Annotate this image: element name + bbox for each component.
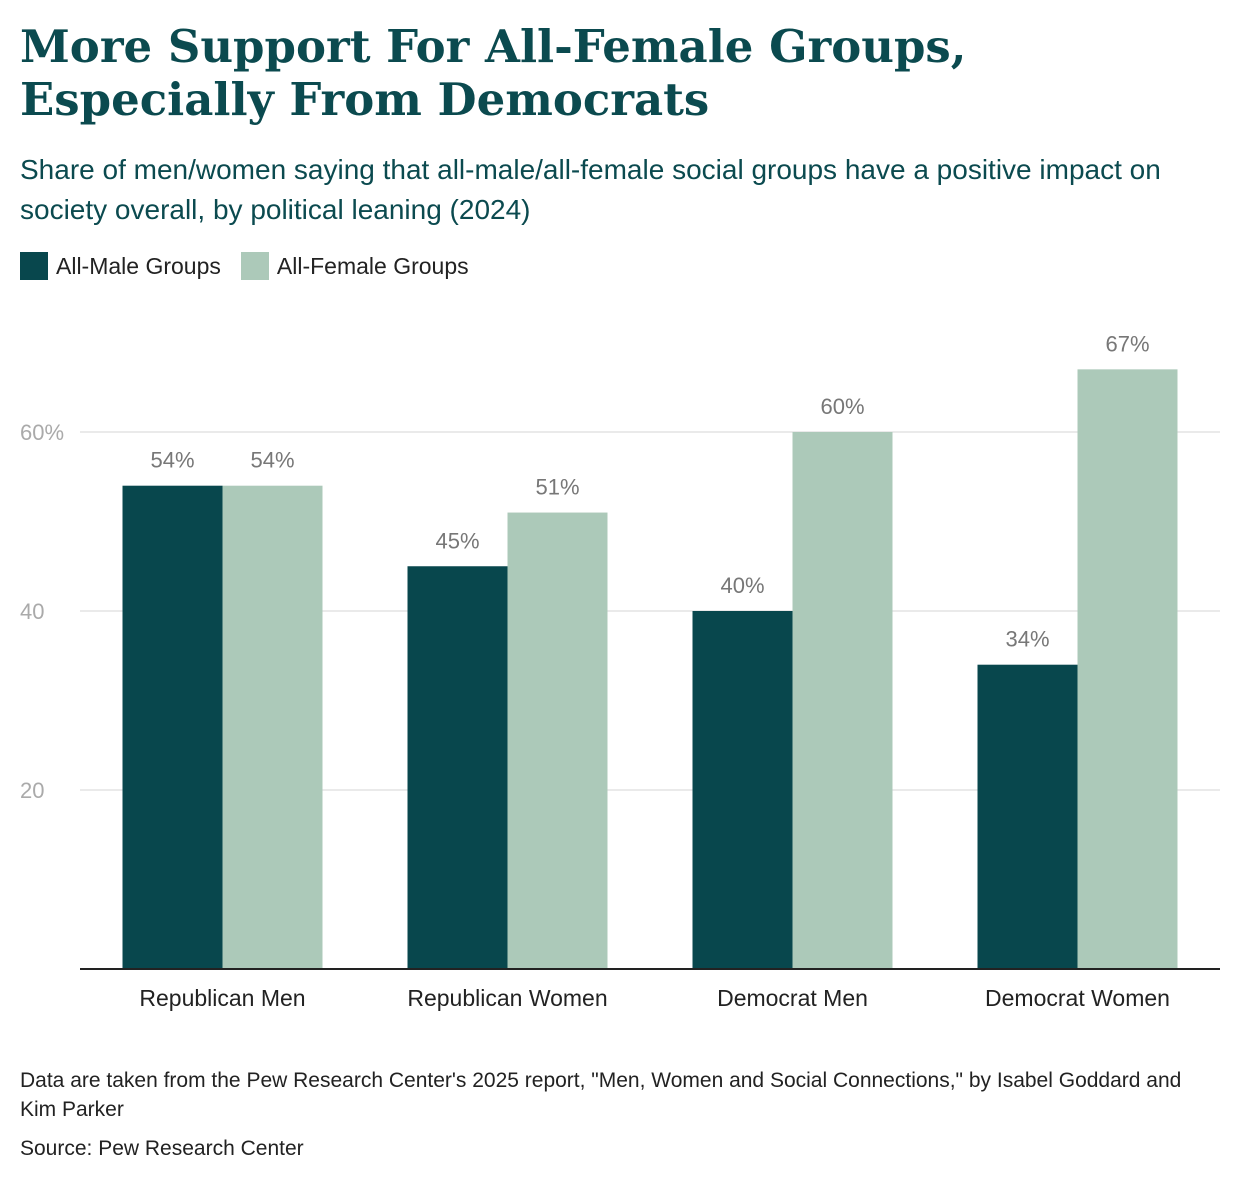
legend: All-Male Groups All-Female Groups — [20, 252, 489, 280]
x-category-label: Democrat Men — [717, 985, 868, 1011]
chart-title: More Support For All-Female Groups, Espe… — [20, 20, 967, 126]
x-category-label: Republican Men — [139, 985, 305, 1011]
legend-item-male: All-Male Groups — [20, 252, 221, 280]
data-label: 60% — [820, 394, 864, 419]
chart-subtitle: Share of men/women saying that all-male/… — [20, 154, 1161, 225]
bar — [407, 566, 508, 969]
legend-swatch-male — [20, 252, 48, 280]
bar — [1077, 369, 1178, 970]
legend-item-female: All-Female Groups — [240, 252, 469, 280]
bar-chart: 20 40 60% 54% 54% Republican Men 45% 51% Republi… — [20, 331, 1220, 1011]
legend-swatch-female — [240, 252, 269, 280]
bar — [692, 611, 793, 969]
data-label: 67% — [1105, 331, 1149, 356]
data-label: 45% — [435, 528, 479, 553]
bar — [122, 485, 223, 969]
bar — [977, 664, 1078, 969]
y-tick-label: 20 — [20, 778, 44, 803]
data-label: 51% — [535, 475, 579, 500]
data-note: Data are taken from the Pew Research Cen… — [20, 1069, 1182, 1121]
data-label: 34% — [1005, 627, 1049, 652]
data-label: 54% — [250, 448, 294, 473]
bar — [222, 485, 323, 969]
y-tick-label: 60% — [20, 420, 64, 445]
x-category-label: Democrat Women — [985, 985, 1170, 1011]
x-category-label: Republican Women — [407, 985, 607, 1011]
bar — [507, 512, 608, 969]
bar — [792, 432, 893, 969]
legend-label-female: All-Female Groups — [276, 252, 469, 279]
legend-label-male: All-Male Groups — [56, 252, 221, 279]
data-label: 54% — [150, 448, 194, 473]
y-tick-label: 40 — [20, 599, 44, 624]
data-label: 40% — [720, 573, 764, 598]
source-credit: Source: Pew Research Center — [20, 1137, 304, 1160]
